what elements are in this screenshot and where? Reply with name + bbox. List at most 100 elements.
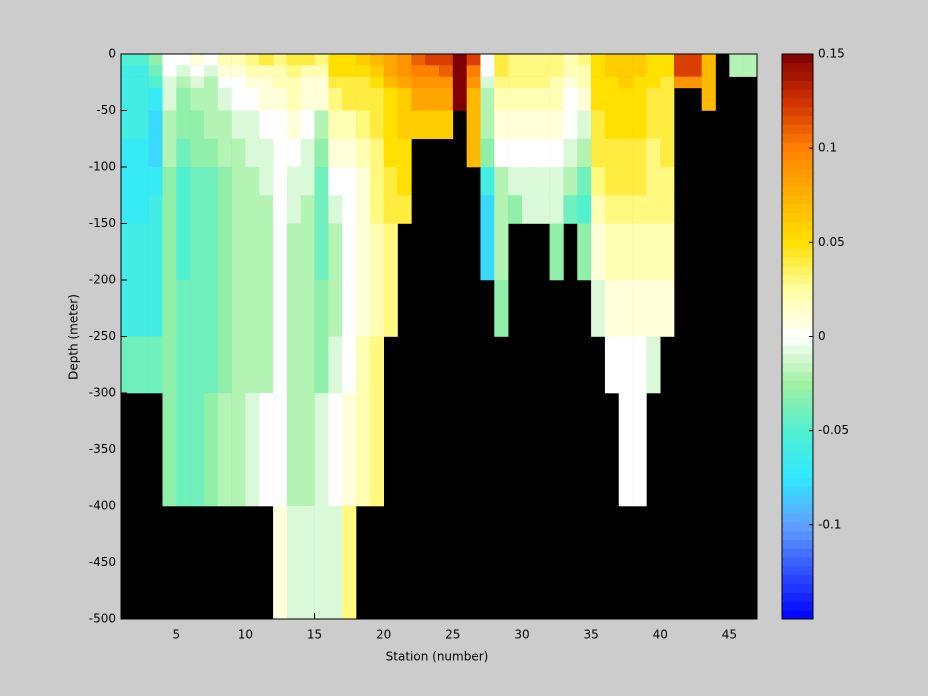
heatmap-cell: [134, 167, 149, 196]
colorbar-swatch: [782, 133, 813, 143]
heatmap-cell: [203, 138, 219, 168]
colorbar-tick-label: 0: [818, 329, 826, 343]
heatmap-cell: [300, 54, 315, 66]
heatmap-cell: [508, 76, 523, 89]
heatmap-cell: [300, 76, 315, 89]
heatmap-cell: [660, 65, 675, 77]
heatmap-cell: [591, 138, 606, 168]
heatmap-cell: [687, 76, 702, 89]
heatmap-cell: [674, 54, 689, 66]
heatmap-cell: [148, 167, 163, 196]
heatmap-cell: [190, 76, 205, 89]
heatmap-cell: [134, 223, 149, 281]
heatmap-cell: [480, 76, 495, 89]
heatmap-cell: [300, 280, 315, 337]
heatmap-cell: [535, 87, 550, 111]
heatmap-cell: [134, 65, 149, 77]
heatmap-cell: [397, 138, 412, 168]
heatmap-cell: [273, 65, 288, 77]
heatmap-cell: [217, 54, 232, 66]
heatmap-cell: [314, 76, 329, 89]
colorbar-swatch: [782, 204, 813, 214]
x-tick-label: 35: [583, 628, 598, 642]
heatmap-cell: [286, 393, 302, 507]
heatmap-cell: [494, 223, 509, 281]
heatmap-cell: [549, 195, 564, 224]
heatmap-cell: [314, 87, 329, 111]
heatmap-cell: [577, 54, 592, 66]
heatmap-cell: [521, 110, 537, 140]
heatmap-cell: [162, 223, 177, 281]
heatmap-cell: [687, 65, 702, 77]
colorbar-swatch: [782, 557, 813, 567]
heatmap-cell: [328, 76, 343, 89]
heatmap-cell: [328, 336, 343, 394]
heatmap-cell: [190, 87, 205, 111]
heatmap-cell: [231, 65, 246, 77]
heatmap-cell: [604, 87, 620, 111]
heatmap-cell: [397, 65, 412, 77]
heatmap-cell: [231, 138, 246, 168]
heatmap-cell: [521, 76, 537, 89]
heatmap-cell: [134, 110, 149, 140]
heatmap-cell: [591, 87, 606, 111]
colorbar-swatch: [782, 362, 813, 373]
colorbar-swatch: [782, 486, 813, 496]
heatmap-cell: [425, 76, 440, 89]
heatmap-cell: [549, 138, 564, 168]
heatmap-cell: [397, 110, 412, 140]
colorbar-tick-label: 0.15: [818, 47, 845, 61]
colorbar-swatch: [782, 318, 813, 328]
heatmap-cell: [356, 280, 371, 337]
heatmap-cell: [259, 280, 274, 337]
heatmap-cell: [203, 167, 219, 196]
y-tick-label: -300: [89, 386, 116, 400]
colorbar-swatch: [782, 186, 813, 196]
heatmap-cell: [356, 54, 371, 66]
heatmap-cell: [604, 280, 620, 337]
heatmap-cell: [328, 280, 343, 337]
colorbar-swatch: [782, 371, 813, 381]
heatmap-cell: [618, 65, 633, 77]
heatmap-cell: [452, 87, 467, 111]
heatmap-cell: [618, 223, 633, 281]
heatmap-cell: [203, 110, 219, 140]
y-tick-label: -400: [89, 499, 116, 513]
heatmap-cell: [328, 110, 343, 140]
heatmap-cell: [577, 87, 592, 111]
heatmap-cell: [176, 110, 191, 140]
heatmap-cell: [591, 110, 606, 140]
heatmap-cell: [356, 110, 371, 140]
heatmap-cell: [300, 223, 315, 281]
colorbar-swatch: [782, 433, 813, 443]
heatmap-cell: [342, 336, 357, 394]
heatmap-cell: [632, 393, 647, 507]
heatmap-cell: [273, 110, 288, 140]
x-tick-label: 30: [514, 628, 529, 642]
heatmap-cell: [701, 76, 716, 89]
heatmap-cell: [314, 280, 329, 337]
colorbar-swatch: [782, 106, 813, 117]
heatmap-cell: [162, 393, 177, 507]
colorbar-swatch: [782, 142, 813, 152]
heatmap-cell: [535, 167, 550, 196]
heatmap-cell: [369, 336, 384, 394]
heatmap-cell: [273, 223, 288, 281]
heatmap-cell: [397, 87, 412, 111]
colorbar-swatch: [782, 301, 813, 311]
heatmap-cell: [618, 195, 633, 224]
heatmap-cell: [618, 54, 633, 66]
heatmap-cell: [660, 195, 675, 224]
colorbar-swatch: [782, 583, 813, 593]
colorbar-swatch: [782, 115, 813, 125]
heatmap-cell: [521, 54, 537, 66]
heatmap-cell: [286, 167, 302, 196]
heatmap-cell: [632, 280, 647, 337]
heatmap-cell: [190, 65, 205, 77]
colorbar-swatch: [782, 283, 813, 293]
heatmap-cell: [466, 76, 481, 89]
heatmap-cell: [121, 167, 136, 196]
colorbar-swatch: [782, 513, 813, 523]
colorbar-swatch: [782, 548, 813, 558]
heatmap-cell: [521, 195, 537, 224]
